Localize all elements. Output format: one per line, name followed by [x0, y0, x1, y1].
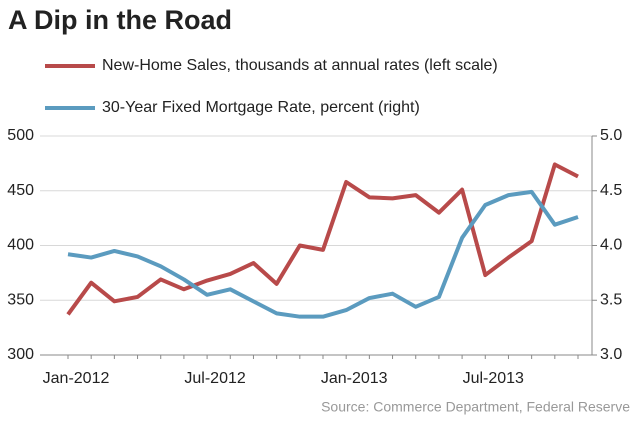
y2-tick-label: 3.0 [600, 346, 622, 363]
x-tick-label: Jul-2013 [463, 370, 524, 387]
y-tick-label: 500 [7, 127, 34, 144]
y2-tick-label: 4.5 [600, 182, 622, 199]
legend-label: 30-Year Fixed Mortgage Rate, percent (ri… [102, 99, 420, 116]
y2-tick-label: 4.0 [600, 237, 622, 254]
series-line [66, 162, 579, 316]
y-tick-label: 400 [7, 237, 34, 254]
source-note: Source: Commerce Department, Federal Res… [321, 399, 630, 415]
x-tick-label: Jan-2013 [321, 370, 388, 387]
x-tick-label: Jul-2012 [184, 370, 245, 387]
y-tick-label: 450 [7, 182, 34, 199]
y2-tick-label: 3.5 [600, 291, 622, 308]
series-line [67, 189, 579, 319]
y-tick-label: 350 [7, 291, 34, 308]
chart-title: A Dip in the Road [8, 5, 232, 35]
x-tick-label: Jan-2012 [43, 370, 110, 387]
y2-tick-label: 5.0 [600, 127, 622, 144]
legend-label: New-Home Sales, thousands at annual rate… [102, 57, 498, 74]
y-tick-label: 300 [7, 346, 34, 363]
